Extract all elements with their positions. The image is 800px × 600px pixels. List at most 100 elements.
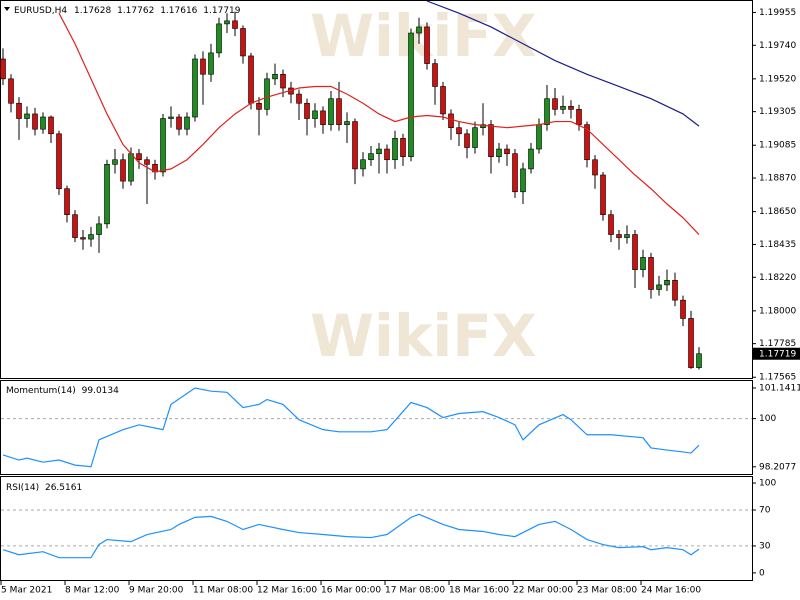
candle-body: [168, 116, 174, 119]
header-arrow: [4, 7, 10, 11]
candle-body: [208, 52, 214, 75]
y-tick-label: 1.18000: [759, 306, 796, 316]
x-tick-label: 12 Mar 16:00: [257, 586, 317, 596]
x-tick-label: 5 Mar 2021: [1, 586, 52, 596]
candle-body: [216, 23, 222, 54]
candle-body: [376, 148, 382, 154]
current-price-box: [753, 347, 800, 360]
candle-body: [280, 73, 286, 89]
x-tick-label: 18 Mar 16:00: [449, 586, 509, 596]
symbol: EURUSD,H4: [14, 6, 67, 16]
candle-body: [368, 153, 374, 161]
candle-body: [80, 237, 86, 240]
candle-body: [104, 164, 110, 225]
y-tick-label: 1.17565: [759, 373, 796, 383]
y-tick-label: 100: [759, 414, 776, 424]
candle-body: [568, 106, 574, 110]
candle-body: [256, 102, 262, 110]
candle-body: [360, 159, 366, 170]
candle-body: [112, 159, 118, 165]
y-tick-label: 98.2077: [759, 462, 796, 472]
candle-body: [144, 159, 150, 165]
candle-body: [240, 28, 246, 57]
candle-body: [504, 148, 510, 154]
candle-body: [528, 148, 534, 170]
y-tick-label: 30: [759, 541, 771, 551]
candle-body: [0, 58, 6, 80]
rsi-header: RSI(14) 26.5161: [6, 483, 82, 493]
y-tick-label: 1.18870: [759, 174, 796, 184]
candle-body: [432, 63, 438, 87]
candle-body: [320, 110, 326, 125]
header-high: 1.17762: [117, 6, 154, 16]
candle-body: [592, 159, 598, 176]
candle-body: [48, 116, 54, 135]
indicator-value: 26.5161: [45, 483, 82, 493]
x-tick-label: 17 Mar 08:00: [385, 586, 445, 596]
y-tick-label: 1.18650: [759, 207, 796, 217]
candle-body: [392, 138, 398, 161]
candle-body: [272, 73, 278, 80]
candle-body: [16, 102, 22, 119]
candle-body: [296, 93, 302, 104]
candle-body: [456, 127, 462, 135]
x-tick-label: 11 Mar 08:00: [193, 586, 253, 596]
y-tick-label: 0: [759, 568, 765, 578]
candle-body: [160, 118, 166, 173]
candle-body: [656, 284, 662, 290]
candle-body: [472, 127, 478, 148]
candle-body: [224, 20, 230, 25]
candle-body: [264, 78, 270, 110]
candle-body: [120, 159, 126, 182]
candle-body: [680, 299, 686, 319]
watermark: WikiFX: [310, 302, 537, 370]
candle-body: [136, 153, 142, 161]
y-tick-label: 1.19520: [759, 74, 796, 84]
candle-body: [584, 124, 590, 161]
candle-body: [520, 168, 526, 193]
candle-body: [536, 124, 542, 150]
x-tick-label: 23 Mar 08:00: [577, 586, 637, 596]
candle-body: [552, 98, 558, 110]
candle-body: [448, 113, 454, 128]
header-low: 1.17616: [160, 6, 197, 16]
candle-body: [648, 257, 654, 290]
candle-body: [184, 116, 190, 130]
candle-body: [440, 86, 446, 115]
y-tick-label: 1.19955: [759, 8, 796, 18]
indicator-name: RSI(14): [6, 483, 39, 493]
indicator-name: Momentum(14): [6, 386, 76, 396]
candle-body: [336, 98, 342, 125]
candle-body: [624, 234, 630, 238]
header-open: 1.17628: [74, 6, 111, 16]
candle-body: [232, 20, 238, 29]
y-tick-label: 101.1411: [759, 383, 800, 393]
candle-body: [24, 113, 30, 119]
candle-body: [40, 116, 46, 130]
candle-body: [72, 214, 78, 238]
y-tick-label: 70: [759, 505, 771, 515]
candle-body: [344, 121, 350, 125]
y-tick-label: 1.19085: [759, 141, 796, 151]
watermark: WikiFX: [310, 2, 537, 70]
candle-body: [8, 78, 14, 104]
y-tick-label: 1.18435: [759, 240, 796, 250]
indicator-value: 99.0134: [82, 386, 119, 396]
candle-body: [192, 58, 198, 118]
candle-body: [352, 121, 358, 170]
current-price-label: 1.17719: [759, 350, 796, 360]
watermark-group: WikiFX WikiFX: [310, 2, 537, 370]
candle-body: [664, 280, 670, 286]
indicator-line: [2, 513, 700, 559]
candle-body: [384, 148, 390, 161]
indicator-line: [2, 387, 700, 468]
candle-body: [200, 58, 206, 75]
candle-body: [128, 153, 134, 182]
candle-body: [176, 116, 182, 130]
candle-body: [96, 223, 102, 235]
candle-body: [672, 280, 678, 301]
x-tick-label: 9 Mar 20:00: [129, 586, 184, 596]
y-tick-label: 1.19740: [759, 41, 796, 51]
